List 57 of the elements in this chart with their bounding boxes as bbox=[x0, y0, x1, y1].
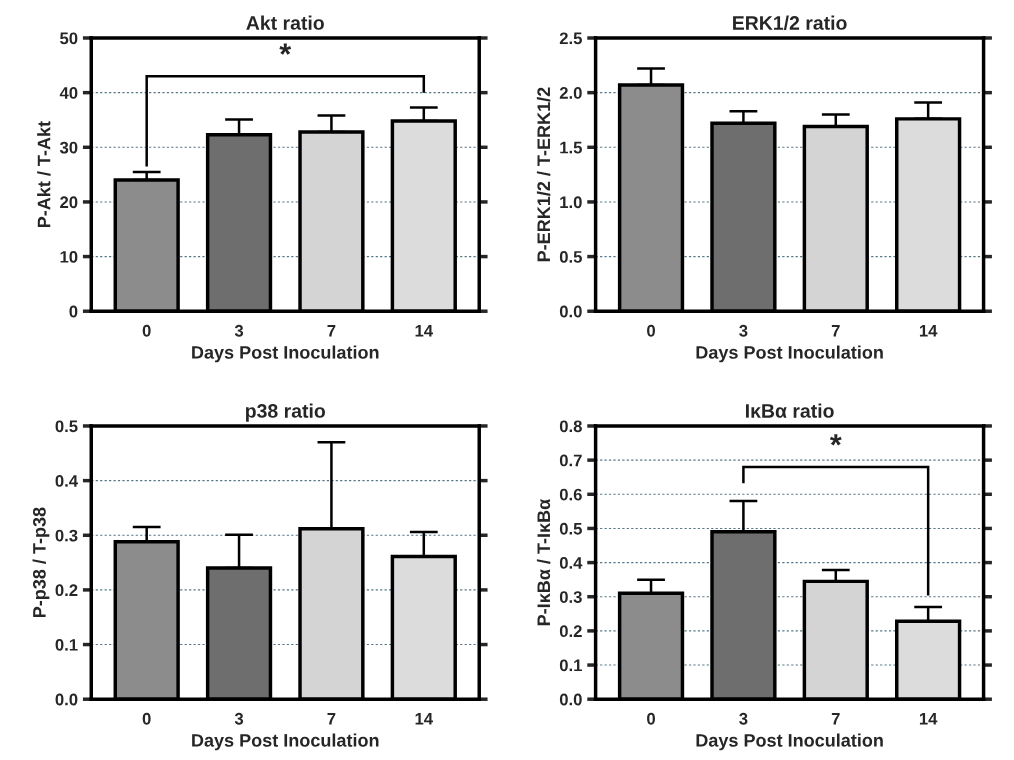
x-tick-label: 7 bbox=[327, 713, 336, 725]
x-tick-label: 0 bbox=[142, 712, 151, 725]
x-axis-title: Days Post Inoculation bbox=[192, 733, 379, 751]
chart-title: Akt ratio bbox=[246, 15, 324, 30]
x-tick-label: 14 bbox=[919, 325, 938, 337]
x-tick-label: 7 bbox=[831, 713, 840, 725]
x-axis-title: Days Post Inoculation bbox=[696, 733, 883, 751]
x-tick-label: 3 bbox=[739, 324, 748, 337]
x-tick-label: 0 bbox=[647, 324, 655, 337]
y-tick-label: 0.0 bbox=[55, 693, 78, 706]
x-tick-label: 14 bbox=[415, 713, 433, 725]
annotation: * bbox=[829, 434, 842, 446]
y-tick-label: 1.0 bbox=[560, 196, 582, 209]
y-axis-title: P-Akt / T-Akt bbox=[37, 121, 51, 228]
x-tick-label: 0 bbox=[142, 324, 151, 337]
y-tick-label: 20 bbox=[60, 196, 78, 209]
y-tick-label: 0.8 bbox=[559, 420, 582, 433]
y-tick-label: 50 bbox=[60, 32, 78, 45]
y-tick-label: 0.5 bbox=[559, 522, 582, 535]
chart-title: ERK1/2 ratio bbox=[733, 15, 847, 31]
y-tick-label: 0.2 bbox=[559, 625, 582, 638]
x-tick-label: 3 bbox=[234, 324, 244, 337]
y-tick-label: 0.5 bbox=[559, 250, 582, 263]
y-tick-label: 2.0 bbox=[559, 87, 582, 99]
y-tick-label: 0.6 bbox=[559, 488, 582, 501]
x-tick-label: 14 bbox=[415, 325, 433, 337]
y-tick-label: 0.4 bbox=[55, 475, 78, 487]
y-tick-label: 10 bbox=[60, 250, 78, 263]
x-axis-title: Days Post Inoculation bbox=[192, 345, 379, 363]
y-tick-label: 0.1 bbox=[559, 659, 582, 672]
x-axis-title: Days Post Inoculation bbox=[696, 345, 883, 363]
annotation: * bbox=[279, 43, 292, 55]
x-tick-label: 3 bbox=[234, 712, 244, 725]
y-tick-label: 40 bbox=[59, 87, 78, 99]
y-tick-label: 0.0 bbox=[559, 305, 582, 318]
x-tick-label: 14 bbox=[919, 713, 938, 725]
y-axis-title: P-IκBα / T-IκBα bbox=[536, 498, 551, 626]
x-tick-label: 7 bbox=[831, 325, 840, 337]
y-tick-label: 0.3 bbox=[55, 529, 78, 542]
y-tick-label: 0.2 bbox=[55, 584, 78, 597]
x-tick-label: 3 bbox=[739, 712, 748, 725]
y-tick-label: 0.7 bbox=[559, 454, 582, 467]
y-tick-label: 0.3 bbox=[559, 591, 582, 603]
chart-title: IκBα ratio bbox=[746, 403, 834, 418]
y-tick-label: 0.4 bbox=[559, 556, 583, 569]
y-tick-label: 30 bbox=[59, 141, 78, 154]
x-tick-label: 7 bbox=[327, 325, 336, 337]
y-axis-title: P-ERK1/2 / T-ERK1/2 bbox=[536, 87, 551, 262]
y-tick-label: 0.1 bbox=[55, 638, 78, 651]
y-tick-label: 2.5 bbox=[559, 32, 582, 45]
chart-title: p38 ratio bbox=[246, 403, 326, 422]
y-tick-label: 1.5 bbox=[560, 141, 582, 154]
y-axis-title: P-p38 / T-p38 bbox=[32, 507, 50, 618]
y-tick-label: 0 bbox=[69, 305, 78, 318]
y-tick-label: 0.0 bbox=[559, 693, 582, 706]
y-tick-label: 0.5 bbox=[55, 420, 78, 433]
x-tick-label: 0 bbox=[647, 712, 655, 725]
